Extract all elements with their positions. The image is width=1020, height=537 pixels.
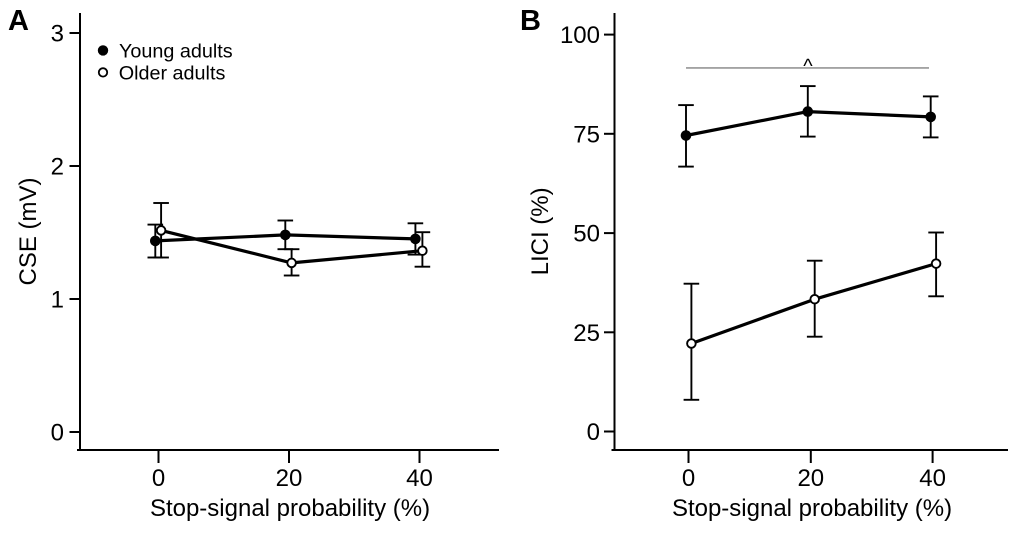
svg-text:25: 25 [573,320,600,347]
svg-text:Stop-signal probability (%): Stop-signal probability (%) [150,495,430,522]
svg-text:0: 0 [682,465,695,492]
svg-text:100: 100 [560,22,600,49]
svg-text:B: B [520,5,541,37]
svg-text:1: 1 [51,287,64,314]
svg-text:LICI (%): LICI (%) [527,187,554,275]
svg-text:Young adults: Young adults [119,40,233,62]
svg-text:40: 40 [406,465,433,492]
svg-text:0: 0 [51,420,64,447]
svg-text:40: 40 [919,465,946,492]
svg-text:50: 50 [573,221,600,248]
svg-text:A: A [8,5,29,37]
svg-text:0: 0 [152,465,165,492]
svg-text:0: 0 [587,419,600,446]
svg-text:20: 20 [276,465,303,492]
svg-text:20: 20 [797,465,824,492]
svg-text:Older adults: Older adults [119,62,226,84]
svg-text:Stop-signal probability (%): Stop-signal probability (%) [672,495,952,522]
svg-text:3: 3 [51,21,64,48]
svg-text:^: ^ [803,56,813,78]
svg-text:CSE (mV): CSE (mV) [15,178,42,286]
svg-text:2: 2 [51,154,64,181]
svg-text:75: 75 [573,121,600,148]
